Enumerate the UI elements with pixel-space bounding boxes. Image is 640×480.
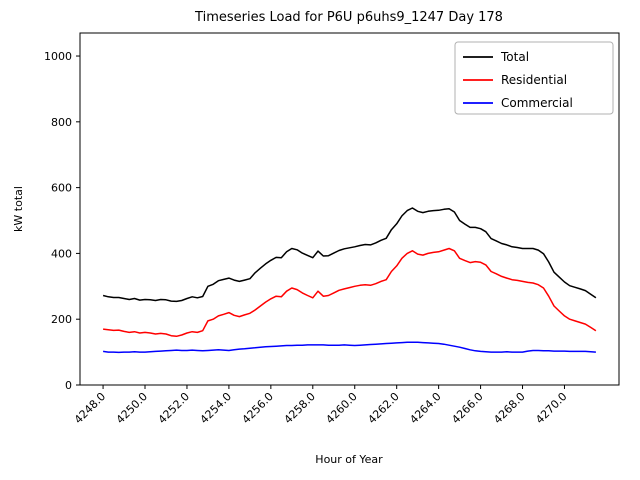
x-tick-label: 4270.0: [533, 390, 569, 426]
x-tick-label: 4258.0: [282, 390, 318, 426]
y-tick-label: 400: [51, 247, 72, 260]
y-axis-label: kW total: [12, 186, 25, 232]
x-tick-label: 4254.0: [198, 390, 234, 426]
y-tick-label: 200: [51, 313, 72, 326]
legend-item-label-commercial: Commercial: [501, 96, 573, 110]
x-tick-label: 4250.0: [114, 390, 150, 426]
legend-item-label-residential: Residential: [501, 73, 567, 87]
x-tick-label: 4264.0: [407, 390, 443, 426]
x-tick-label: 4260.0: [323, 390, 359, 426]
x-axis-label: Hour of Year: [315, 453, 383, 466]
y-tick-label: 600: [51, 182, 72, 195]
x-tick-label: 4268.0: [491, 390, 527, 426]
x-tick-label: 4248.0: [72, 390, 108, 426]
y-tick-label: 800: [51, 116, 72, 129]
y-tick-label: 1000: [44, 50, 72, 63]
y-tick-label: 0: [65, 379, 72, 392]
chart-title: Timeseries Load for P6U p6uhs9_1247 Day …: [194, 10, 503, 25]
x-tick-label: 4252.0: [156, 390, 192, 426]
x-tick-label: 4266.0: [449, 390, 485, 426]
x-tick-label: 4256.0: [240, 390, 276, 426]
series-line-total: [102, 207, 597, 303]
series-line-residential: [103, 247, 597, 338]
legend-item-label-total: Total: [500, 50, 529, 64]
series-line-commercial: [102, 341, 596, 354]
legend-box: [454, 41, 614, 115]
x-tick-label: 4262.0: [365, 390, 401, 426]
